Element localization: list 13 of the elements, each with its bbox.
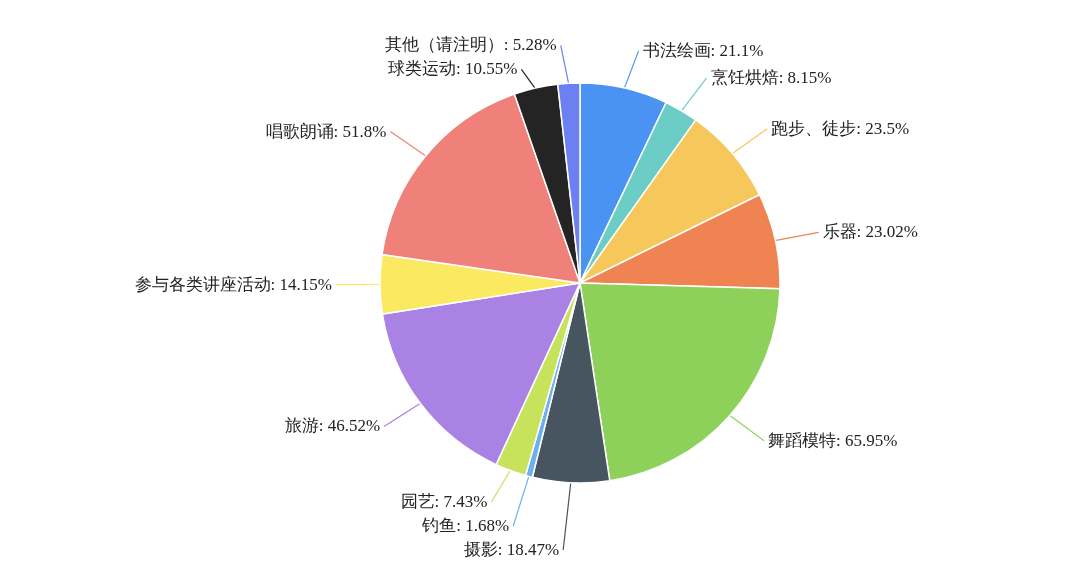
slice-label: 乐器: 23.02% — [822, 222, 918, 242]
slice-label: 舞蹈模特: 65.95% — [768, 430, 898, 450]
slice-label: 旅游: 46.52% — [284, 416, 381, 436]
slice-label: 园艺: 7.43% — [400, 492, 488, 511]
slice-label: 钓鱼: 1.68% — [421, 516, 510, 535]
slice-label: 烹饪烘焙: 8.15% — [710, 67, 832, 87]
slice-label: 参与各类讲座活动: 14.15% — [134, 274, 332, 294]
slice-label: 书法绘画: 21.1% — [642, 40, 764, 60]
slice-label: 其他（请注明）: 5.28% — [384, 35, 557, 55]
slice-label: 跑步、徒步: 23.5% — [771, 118, 910, 138]
slice-label: 唱歌朗诵: 51.8% — [265, 121, 387, 141]
slice-label: 摄影: 18.47% — [463, 540, 560, 559]
slice-label: 球类运动: 10.55% — [388, 59, 518, 79]
